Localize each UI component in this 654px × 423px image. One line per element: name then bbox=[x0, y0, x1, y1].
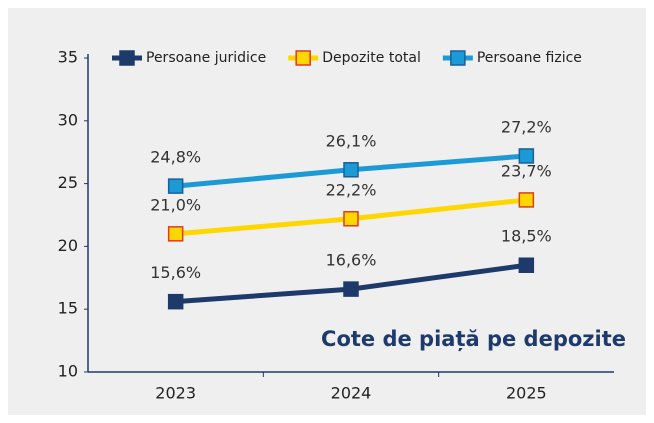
y-tick-label: 25 bbox=[58, 173, 78, 192]
legend-label: Persoane juridice bbox=[146, 50, 266, 66]
x-tick-label: 2024 bbox=[331, 384, 372, 403]
y-tick-label: 20 bbox=[58, 236, 78, 255]
panel bbox=[8, 8, 646, 415]
data-label: 23,7% bbox=[501, 161, 552, 180]
y-tick-label: 35 bbox=[58, 48, 78, 67]
data-label: 22,2% bbox=[326, 180, 377, 199]
point bbox=[343, 162, 359, 178]
point bbox=[167, 226, 184, 242]
data-label: 24,8% bbox=[150, 148, 201, 167]
x-tick-label: 2023 bbox=[155, 384, 196, 403]
data-label: 16,6% bbox=[326, 251, 377, 270]
y-tick-label: 15 bbox=[58, 299, 78, 318]
legend-marker bbox=[295, 50, 311, 66]
point bbox=[343, 281, 359, 297]
data-label: 15,6% bbox=[150, 263, 201, 282]
legend-marker bbox=[450, 50, 466, 66]
data-label: 21,0% bbox=[150, 195, 201, 214]
point bbox=[343, 211, 359, 227]
point bbox=[518, 257, 535, 273]
point bbox=[167, 293, 184, 310]
point bbox=[167, 178, 184, 194]
data-label: 18,5% bbox=[501, 227, 552, 246]
point bbox=[518, 148, 535, 164]
y-tick-label: 10 bbox=[58, 362, 78, 381]
point bbox=[518, 192, 535, 208]
data-label: 27,2% bbox=[501, 117, 552, 136]
data-label: 26,1% bbox=[326, 131, 377, 150]
y-tick-label: 30 bbox=[58, 110, 78, 129]
annotation: Cote de piață pe depozite bbox=[321, 327, 626, 352]
legend-marker bbox=[119, 50, 135, 66]
legend-label: Persoane fizice bbox=[477, 50, 582, 66]
x-tick-label: 2025 bbox=[506, 384, 547, 403]
legend-label: Depozite total bbox=[322, 50, 421, 66]
